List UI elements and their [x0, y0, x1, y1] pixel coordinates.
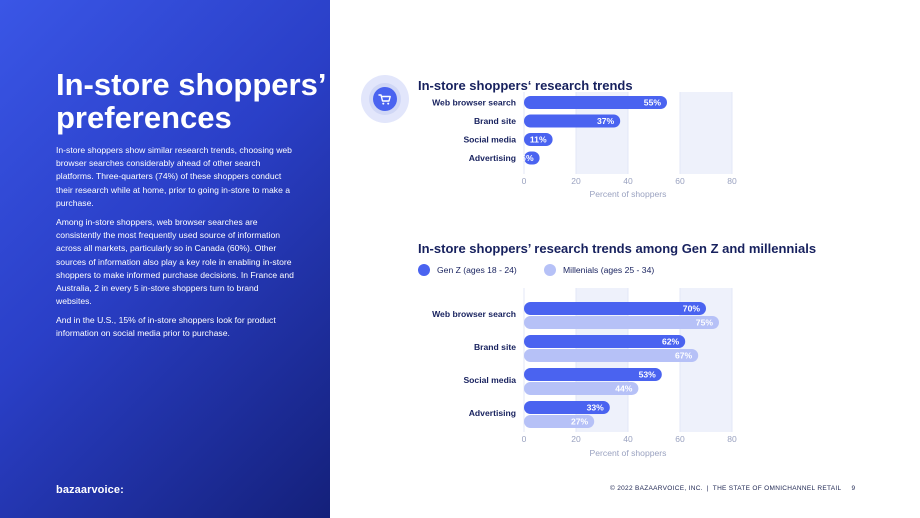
category-label: Advertising: [469, 408, 516, 418]
footer-separator: |: [706, 485, 709, 492]
shopping-cart-icon: [378, 94, 391, 105]
chart2-title: In-store shoppers’ research trends among…: [418, 241, 817, 256]
closing-paragraph: And in the U.S., 15% of in-store shopper…: [56, 315, 276, 339]
x-tick-label: 20: [571, 176, 581, 186]
category-label: Web browser search: [432, 98, 516, 108]
bar: [524, 151, 540, 165]
x-axis-label: Percent of shoppers: [590, 448, 667, 458]
x-tick-label: 60: [675, 434, 685, 444]
data-label-genz: 62%: [662, 337, 680, 347]
grid-band: [680, 92, 732, 174]
cart-badge: [361, 75, 409, 123]
footer-doc-title: THE STATE OF OMNICHANNEL RETAIL: [712, 485, 842, 492]
chart1-title: In-store shoppers‘ research trends: [418, 78, 633, 93]
x-tick-label: 0: [522, 434, 527, 444]
bar: [524, 133, 553, 146]
body-paragraph: Among in-store shoppers, web browser sea…: [56, 217, 294, 307]
x-axis-label: Percent of shoppers: [590, 189, 667, 199]
category-label: Web browser search: [432, 309, 516, 319]
x-tick-label: 0: [522, 176, 527, 186]
genz-millennials-chart: 0 20 40 60 80 Web browser search 75% 70% Brand s…: [432, 288, 737, 458]
category-label: Brand site: [474, 342, 516, 352]
x-tick-label: 20: [571, 434, 581, 444]
x-tick-label: 40: [623, 434, 633, 444]
bar-genz: [524, 401, 610, 414]
x-tick-label: 60: [675, 176, 685, 186]
data-label-millennials: 75%: [696, 318, 714, 328]
legend-swatch-genz: [418, 264, 430, 276]
bar-millennials: [524, 316, 719, 329]
legend-swatch-millennials: [544, 264, 556, 276]
left-panel: In-store shoppers’ preferences In-store …: [0, 0, 330, 518]
data-label-genz: 33%: [587, 403, 605, 413]
bar-genz: [524, 368, 662, 381]
data-label: 55%: [644, 98, 662, 108]
x-tick-label: 80: [727, 176, 737, 186]
legend-label-genz: Gen Z (ages 18 - 24): [437, 265, 517, 275]
category-label: Social media: [463, 135, 516, 145]
footer-copyright: © 2022 BAZAARVOICE, INC.: [610, 485, 703, 492]
legend-label-millennials: Millenials (ages 25 - 34): [563, 265, 655, 275]
research-trends-chart: 0 20 40 60 80 Web browser search 55% Brand site…: [432, 92, 737, 199]
data-label-millennials: 27%: [571, 417, 589, 427]
category-label: Advertising: [469, 153, 516, 163]
data-label-millennials: 67%: [675, 351, 693, 361]
bar-genz: [524, 335, 686, 348]
data-label: 11%: [530, 135, 547, 145]
page-number: 9: [851, 485, 856, 492]
footer: © 2022 BAZAARVOICE, INC. | THE STATE OF OM…: [610, 485, 855, 492]
data-label: 37%: [597, 116, 615, 126]
x-tick-label: 40: [623, 176, 633, 186]
bar: [524, 96, 667, 109]
legend-item-millennials: Millenials (ages 25 - 34): [544, 264, 654, 276]
data-label-genz: 70%: [683, 304, 701, 314]
data-label-millennials: 44%: [615, 384, 633, 394]
intro-paragraph: In-store shoppers show similar research …: [56, 145, 292, 208]
bar-genz: [524, 302, 706, 315]
x-tick-label: 80: [727, 434, 737, 444]
bar: [524, 114, 621, 128]
bazaarvoice-logo: bazaarvoice:: [56, 484, 124, 496]
bar-millennials: [524, 415, 595, 428]
page-heading: In-store shoppers’ preferences: [56, 67, 325, 135]
category-label: Social media: [463, 375, 516, 385]
legend-item-genz: Gen Z (ages 18 - 24): [418, 264, 517, 276]
category-label: Brand site: [474, 116, 516, 126]
bar-millennials: [524, 349, 699, 362]
data-label: 6%: [521, 153, 534, 163]
data-label-genz: 53%: [639, 370, 657, 380]
bar-millennials: [524, 382, 639, 395]
